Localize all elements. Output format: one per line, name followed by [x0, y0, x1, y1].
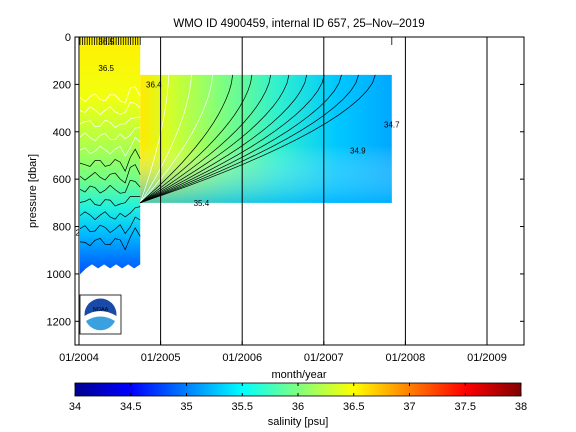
contour-lines [79, 74, 376, 251]
noaa-logo: NOAA [79, 294, 122, 335]
plot-area: 36.435.434.934.736.536.535.2 [64, 37, 488, 345]
colorbar-ticks: 34 34.5 35 35.5 36 36.5 37 37.5 38 [69, 383, 527, 413]
contour-line [140, 74, 359, 204]
contour-line [139, 74, 213, 204]
x-axis-label: month/year [271, 369, 326, 381]
contour-line [79, 216, 141, 235]
contour-line [139, 74, 192, 203]
profile-ticks [79, 37, 393, 45]
y-tick-label: 1200 [47, 316, 71, 328]
contour-line [79, 179, 141, 194]
contour-label: 36.5 [98, 64, 114, 73]
x-tick-label: 01/2007 [304, 352, 344, 364]
contour-line [140, 74, 325, 204]
colorbar-tick-label: 34 [69, 401, 81, 413]
contour-line [79, 136, 141, 157]
contour-line [79, 116, 141, 129]
contour-line [79, 196, 141, 207]
contour-line [139, 74, 233, 204]
plot-frame [74, 36, 525, 346]
colorbar-tick-label: 36.5 [343, 401, 364, 413]
contour-line [79, 127, 141, 142]
noaa-logo-text: NOAA [93, 307, 109, 313]
year-grid-lines [78, 37, 488, 345]
y-tick-label: 0 [65, 32, 71, 44]
x-axis-ticks: 01/2004 01/2005 01/2006 01/2007 01/2008 01/20… [59, 341, 507, 364]
colorbar-tick-label: 35 [180, 401, 192, 413]
y-tick-label: 200 [53, 79, 71, 91]
y-tick-label: 1000 [47, 269, 71, 281]
x-tick-label: 01/2004 [59, 352, 99, 364]
contour-line [79, 227, 141, 251]
colorbar-tick-label: 35.5 [232, 401, 253, 413]
profile-region-early [80, 38, 141, 275]
x-tick-label: 01/2008 [386, 352, 426, 364]
y-axis-label: pressure [dbar] [27, 154, 39, 228]
y-tick-label: 800 [53, 222, 71, 234]
colorbar-tick-label: 37.5 [455, 401, 476, 413]
contour-line [79, 101, 141, 116]
contour-line [140, 74, 290, 204]
colorbar-tick-label: 37 [403, 401, 415, 413]
y-tick-label: 400 [53, 127, 71, 139]
contour-line [139, 74, 169, 203]
y-axis-ticks: 0 200 400 600 800 1000 1200 [47, 32, 524, 328]
colorbar-tick-label: 38 [515, 401, 527, 413]
contour-label: 34.9 [350, 147, 366, 156]
contour-line [140, 74, 308, 204]
contour-line [139, 74, 253, 204]
x-tick-label: 01/2006 [222, 352, 262, 364]
y-tick-label: 600 [53, 174, 71, 186]
contour-line [140, 74, 342, 204]
contour-line [79, 86, 141, 104]
x-tick-label: 01/2009 [467, 352, 507, 364]
x-tick-label: 01/2005 [141, 352, 181, 364]
colorbar-tick-label: 36 [292, 401, 304, 413]
chart-title: WMO ID 4900459, internal ID 657, 25–Nov–… [173, 18, 424, 30]
contour-label: 35.2 [64, 229, 80, 238]
contour-line [79, 206, 141, 221]
contour-label: 34.7 [384, 121, 400, 130]
contour-line [79, 164, 141, 184]
colorbar-tick-label: 34.5 [120, 401, 141, 413]
contour-line [140, 74, 271, 204]
colorbar-label: salinity [psu] [268, 416, 329, 428]
contour-label: 36.4 [146, 80, 162, 89]
contour-label: 35.4 [194, 199, 210, 208]
contour-line [140, 74, 376, 204]
contour-line [79, 148, 141, 173]
